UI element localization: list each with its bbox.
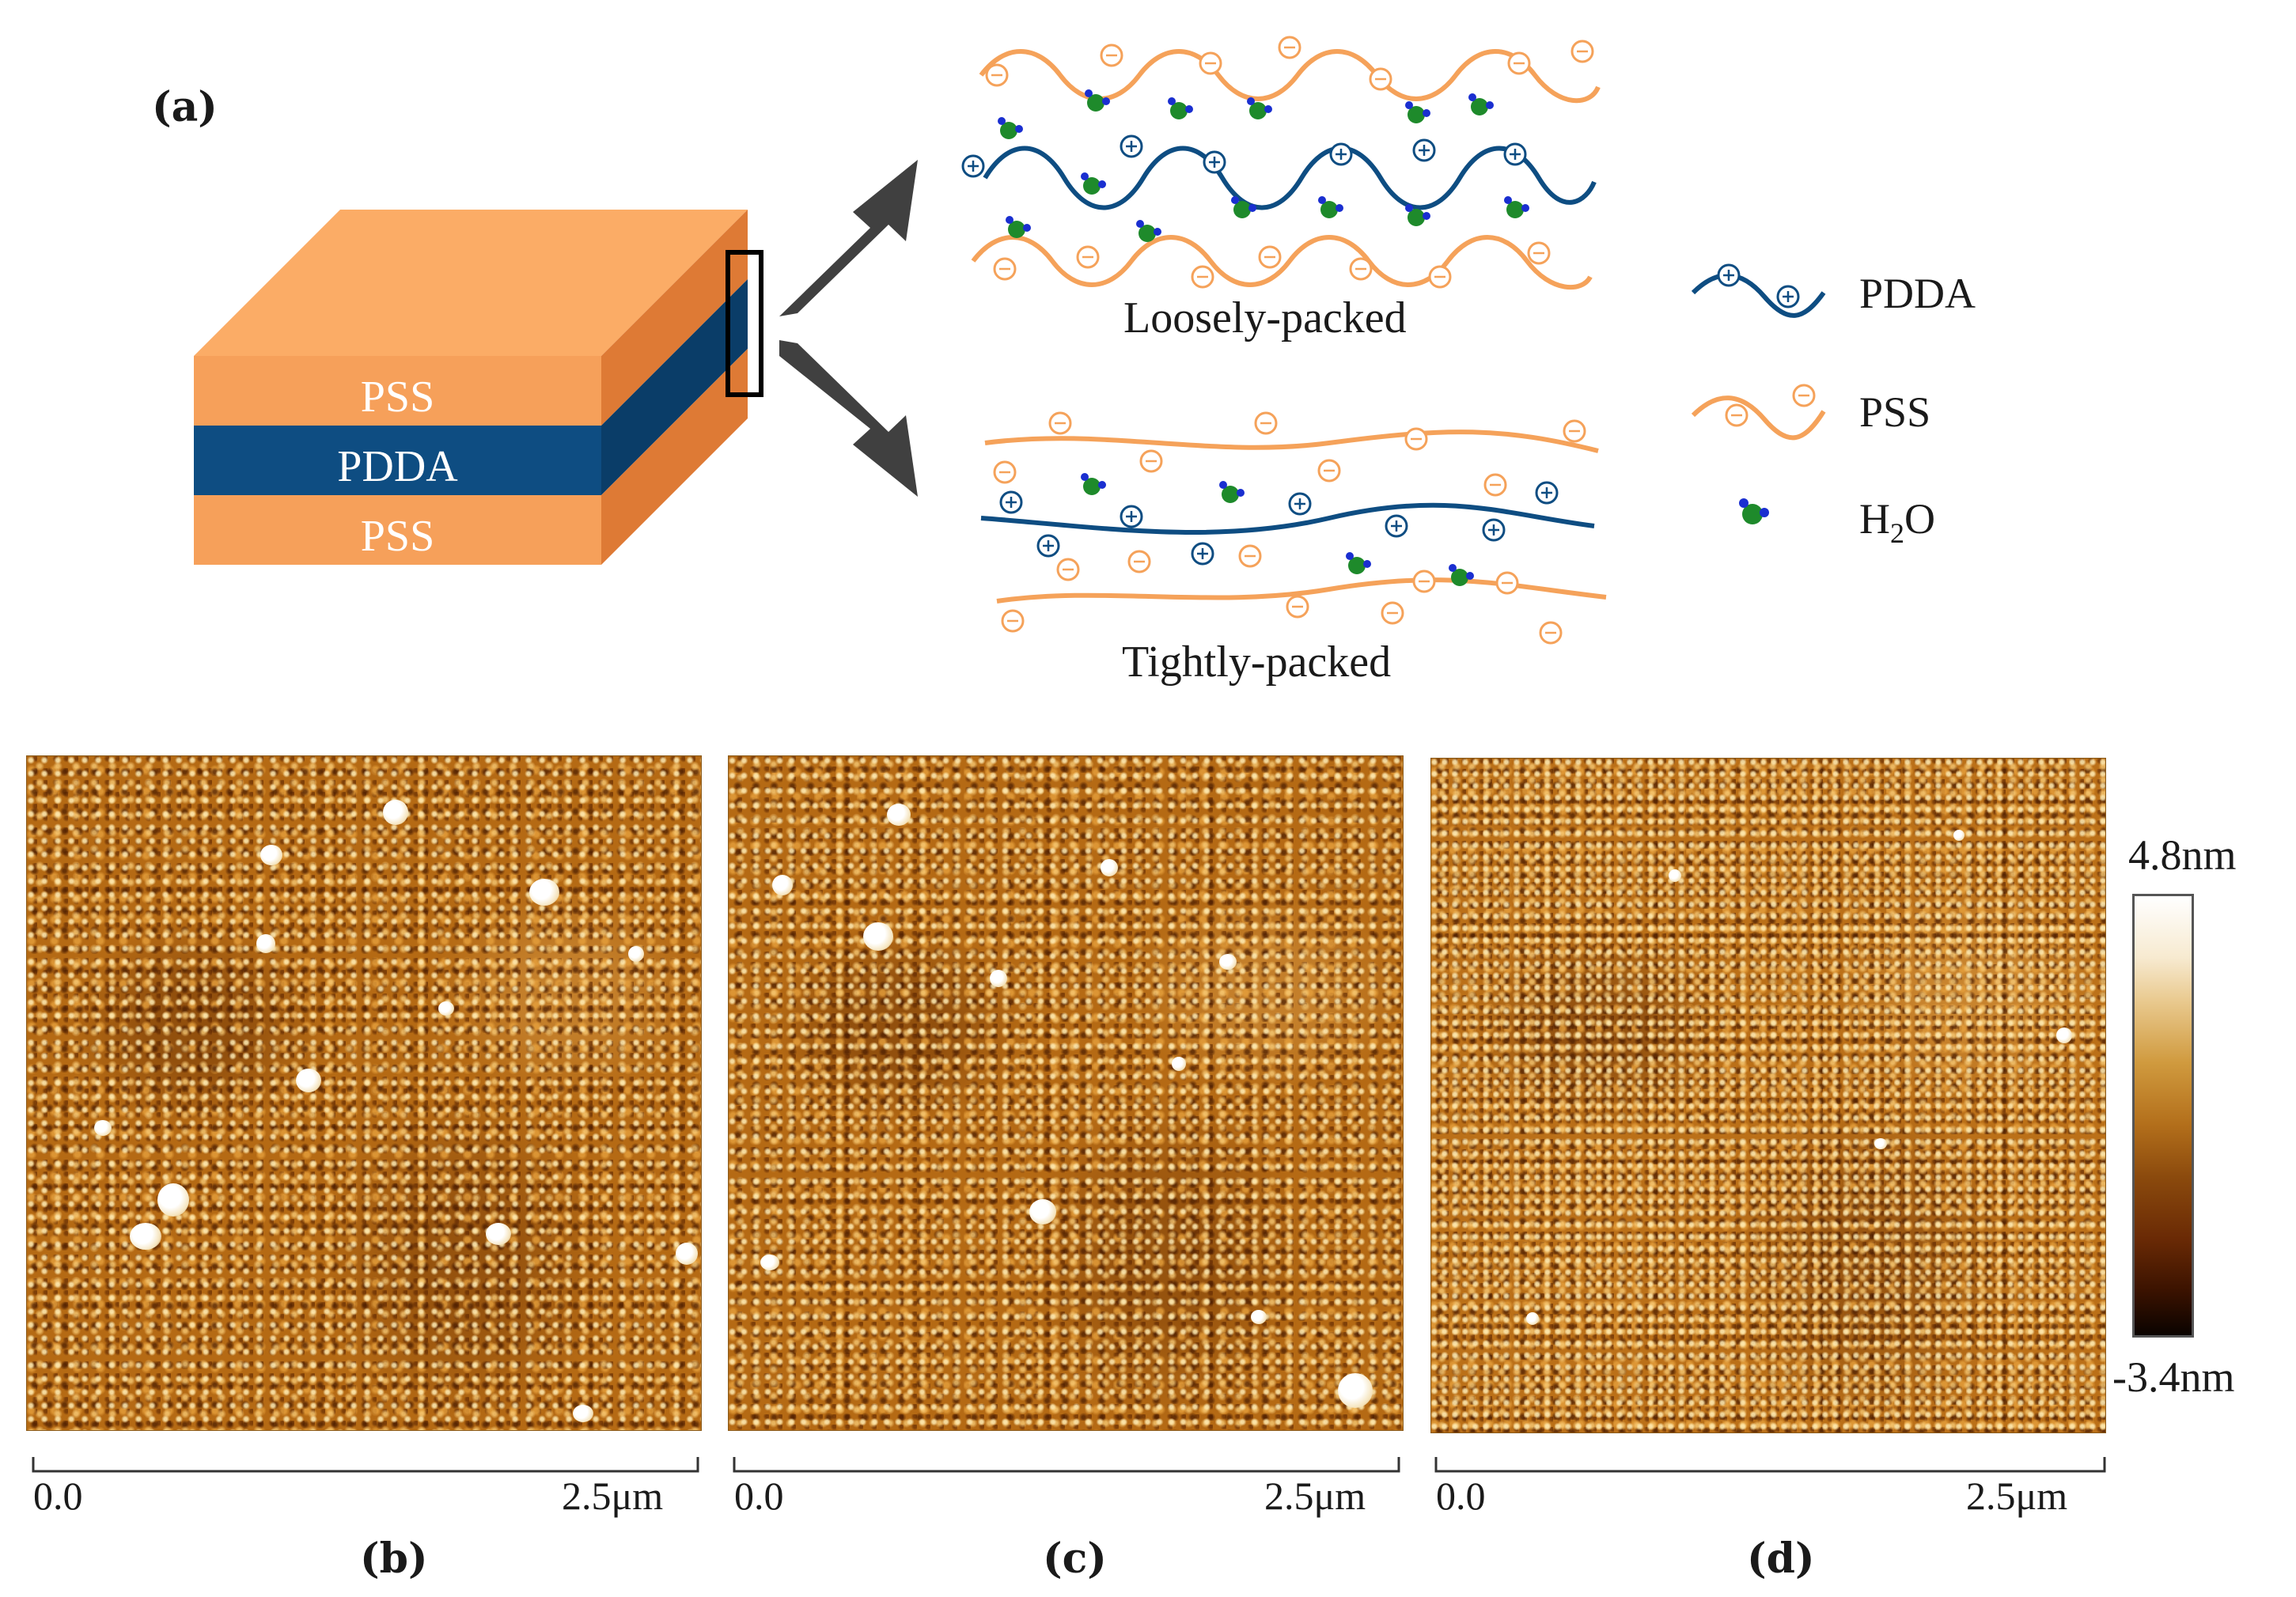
pdda-chain-icon <box>1691 263 1826 318</box>
axis-end-d: 2.5μm <box>1966 1474 2068 1518</box>
panel-c-label: (c) <box>1043 1535 1107 1583</box>
scale-axis-b <box>32 1457 699 1473</box>
legend-label-pss: PSS <box>1859 388 1931 436</box>
layer-label-pss-top: PSS <box>360 373 435 422</box>
pdda-chain <box>983 146 1597 210</box>
arrow-up-icon <box>779 160 918 316</box>
legend-label-pdda: PDDA <box>1859 270 1976 317</box>
front-pdda <box>194 426 601 495</box>
zoom-box <box>726 250 763 397</box>
water-molecule-icon <box>1739 498 1769 524</box>
scale-axes <box>32 1457 2106 1473</box>
axis-start-d: 0.0 <box>1436 1474 1486 1518</box>
legend-label-water: H2O <box>1859 494 1935 550</box>
axis-end-b: 2.5μm <box>562 1474 664 1518</box>
afm-image-b <box>26 755 702 1431</box>
pss-chain-top <box>979 49 1601 104</box>
axis-end-c: 2.5μm <box>1264 1474 1366 1518</box>
panel-a-label: (a) <box>152 83 218 131</box>
scale-axis-c <box>733 1457 1400 1473</box>
axis-start-b: 0.0 <box>33 1474 83 1518</box>
colorbar-max-label: 4.8nm <box>2128 831 2237 879</box>
axis-start-c: 0.0 <box>734 1474 784 1518</box>
side-pss-bottom <box>601 349 748 565</box>
side-pss-top <box>601 210 748 426</box>
negative-charges <box>985 36 1594 289</box>
scale-axis-d <box>1434 1457 2106 1473</box>
afm-image-d <box>1430 758 2106 1433</box>
panel-d-label: (d) <box>1747 1535 1815 1583</box>
layer-label-pss-bottom: PSS <box>360 512 435 561</box>
tightly-packed-label: Tightly-packed <box>1122 638 1392 687</box>
water-molecules <box>998 89 1529 242</box>
pdda-chain <box>980 502 1595 535</box>
front-pss-top <box>194 356 601 426</box>
front-pss-bottom <box>194 495 601 565</box>
side-pdda <box>601 279 748 495</box>
loosely-packed-diagram <box>961 36 1601 290</box>
positive-charges <box>999 481 1559 566</box>
pss-chain-top <box>984 430 1599 453</box>
legend-icons <box>1691 263 1826 524</box>
zoom-arrows <box>779 160 918 497</box>
layer-stack-diagram <box>194 210 763 565</box>
block-top-face <box>194 210 748 356</box>
water-label-h: H <box>1859 495 1890 543</box>
water-label-sub: 2 <box>1890 517 1904 549</box>
pss-chain-icon <box>1691 384 1826 441</box>
pss-chain-bottom <box>971 235 1593 290</box>
layer-label-pdda: PDDA <box>337 442 458 491</box>
tightly-packed-diagram <box>980 411 1607 645</box>
arrow-down-icon <box>779 340 918 497</box>
water-molecules <box>1081 473 1474 586</box>
afm-image-c <box>728 755 1404 1431</box>
panel-b-label: (b) <box>360 1535 428 1583</box>
water-label-o: O <box>1904 495 1935 543</box>
colorbar-min-label: -3.4nm <box>2112 1353 2235 1401</box>
loosely-packed-label: Loosely-packed <box>1123 293 1407 342</box>
colorbar <box>2132 894 2194 1338</box>
